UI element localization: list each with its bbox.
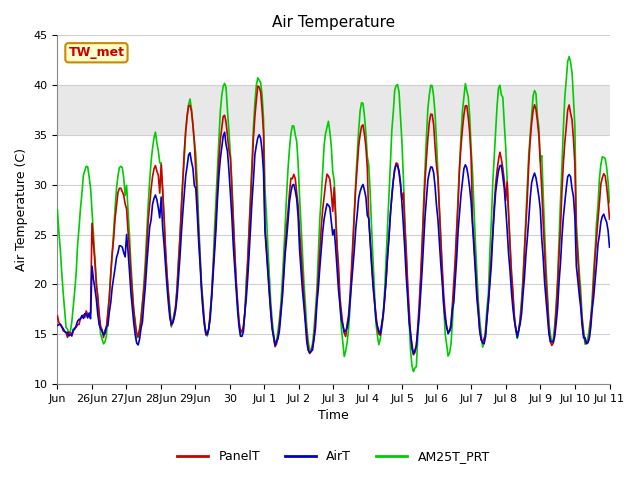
Y-axis label: Air Temperature (C): Air Temperature (C)	[15, 148, 28, 271]
AirT	[605, 244, 613, 250]
PanelT	[339, 322, 347, 327]
AM25T_PRT	[531, 88, 538, 94]
AM25T_PRT	[72, 270, 80, 276]
X-axis label: Time: Time	[318, 409, 349, 422]
Line: PanelT: PanelT	[58, 86, 609, 355]
AM25T_PRT	[604, 179, 612, 185]
AM25T_PRT	[54, 207, 61, 213]
PanelT	[254, 83, 262, 89]
AM25T_PRT	[410, 369, 417, 374]
AirT	[604, 228, 612, 233]
PanelT	[532, 107, 540, 112]
Text: TW_met: TW_met	[68, 46, 124, 59]
AirT	[72, 323, 80, 329]
AM25T_PRT	[337, 325, 345, 331]
PanelT	[605, 216, 613, 222]
AirT	[450, 299, 458, 304]
PanelT	[90, 241, 97, 247]
AirT	[410, 351, 417, 357]
Legend: PanelT, AirT, AM25T_PRT: PanelT, AirT, AM25T_PRT	[172, 445, 495, 468]
PanelT	[450, 279, 458, 285]
Line: AM25T_PRT: AM25T_PRT	[58, 57, 609, 372]
Bar	[58, 85, 609, 135]
AM25T_PRT	[90, 231, 97, 237]
PanelT	[54, 313, 61, 319]
AirT	[221, 129, 228, 135]
PanelT	[604, 197, 612, 203]
AirT	[532, 175, 540, 180]
PanelT	[410, 352, 417, 358]
AM25T_PRT	[449, 320, 456, 326]
PanelT	[72, 324, 80, 330]
AM25T_PRT	[605, 200, 613, 205]
AirT	[54, 323, 61, 328]
AM25T_PRT	[565, 54, 573, 60]
AirT	[339, 322, 347, 328]
AirT	[90, 276, 97, 282]
Title: Air Temperature: Air Temperature	[272, 15, 395, 30]
Line: AirT: AirT	[58, 132, 609, 354]
